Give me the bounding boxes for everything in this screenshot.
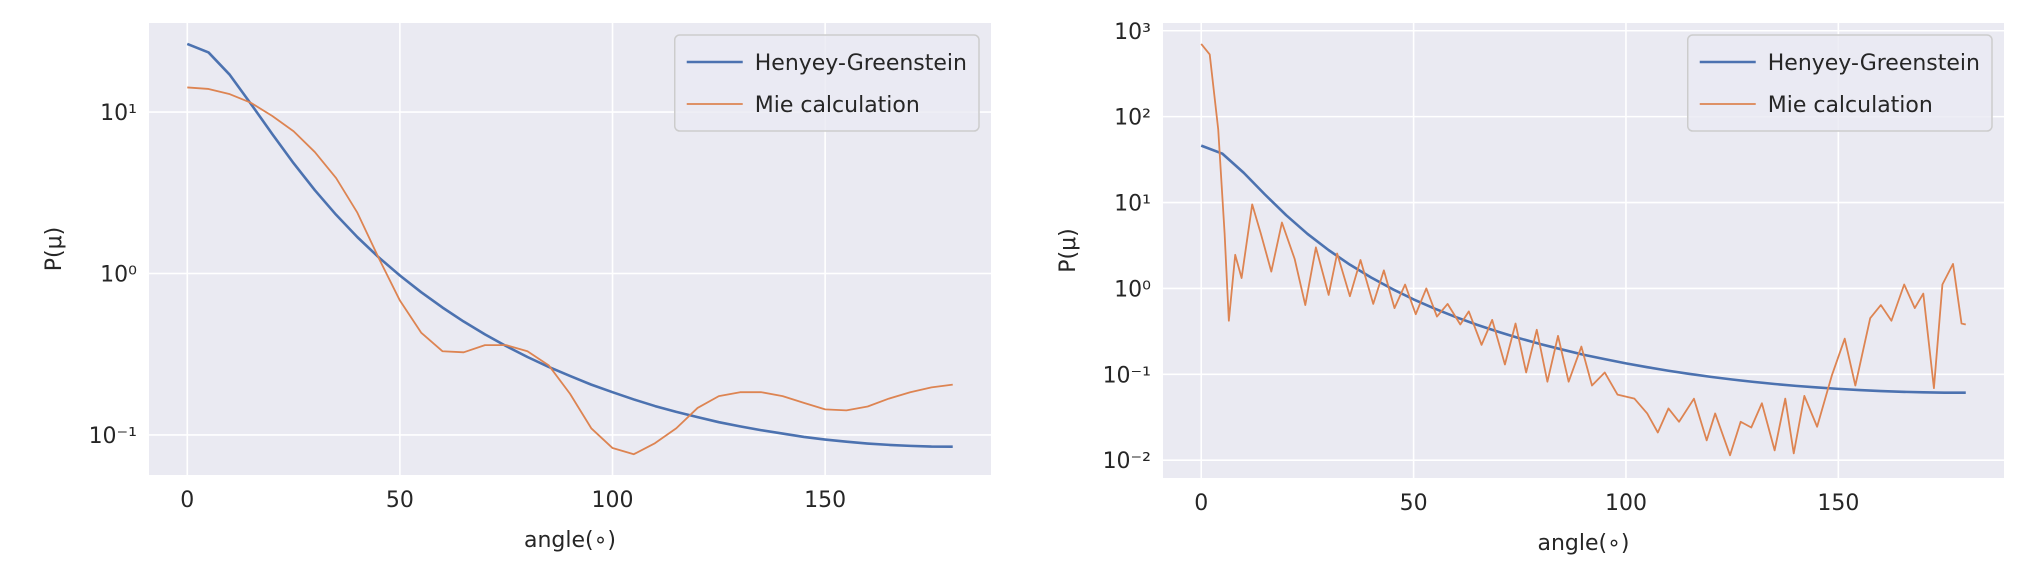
y-tick-label: 10¹ — [1114, 192, 1151, 217]
x-tick-label: 150 — [804, 488, 846, 513]
y-axis-label: P(μ) — [1056, 228, 1081, 272]
legend-frame — [1686, 34, 1993, 132]
series-line — [1200, 43, 1966, 457]
x-tick-label: 150 — [1817, 491, 1859, 516]
legend-label: Henyey-Greenstein — [755, 51, 967, 76]
x-axis-label: angle(∘) — [524, 528, 616, 553]
y-tick-label: 10⁻¹ — [1103, 363, 1151, 388]
x-tick-label: 50 — [1400, 491, 1428, 516]
y-tick-label: 10² — [1114, 106, 1151, 131]
legend-label: Mie calculation — [755, 93, 920, 118]
y-tick-label: 10³ — [1114, 20, 1151, 45]
x-tick-label: 0 — [180, 488, 194, 513]
y-tick-label: 10⁰ — [100, 263, 137, 288]
x-tick-label: 100 — [1605, 491, 1647, 516]
legend-frame — [673, 34, 980, 132]
chart-panel: 0 50 100 150 10⁻² 10⁻¹ 10⁰ 10¹ 10² 10³ angle(∘) P(μ… — [1056, 20, 2004, 556]
y-tick-label: 10¹ — [100, 101, 137, 126]
legend: Henyey-Greenstein Mie calculation — [673, 34, 980, 132]
series-line — [187, 86, 953, 456]
y-axis-label: P(μ) — [42, 227, 67, 271]
legend-label: Mie calculation — [1768, 93, 1933, 118]
y-tick-label: 10⁻² — [1103, 449, 1151, 474]
x-tick-label: 0 — [1194, 491, 1208, 516]
series-line — [186, 42, 953, 448]
legend-label: Henyey-Greenstein — [1768, 51, 1980, 76]
x-tick-label: 100 — [592, 488, 634, 513]
x-axis-label: angle(∘) — [1538, 531, 1630, 556]
chart-panel: 0 50 100 150 10⁻¹ 10⁰ 10¹ angle(∘) P(μ) Henyey-Gr… — [42, 23, 991, 553]
legend: Henyey-Greenstein Mie calculation — [1686, 34, 1993, 132]
y-tick-label: 10⁻¹ — [89, 424, 137, 449]
y-tick-label: 10⁰ — [1114, 277, 1151, 302]
x-tick-label: 50 — [386, 488, 414, 513]
